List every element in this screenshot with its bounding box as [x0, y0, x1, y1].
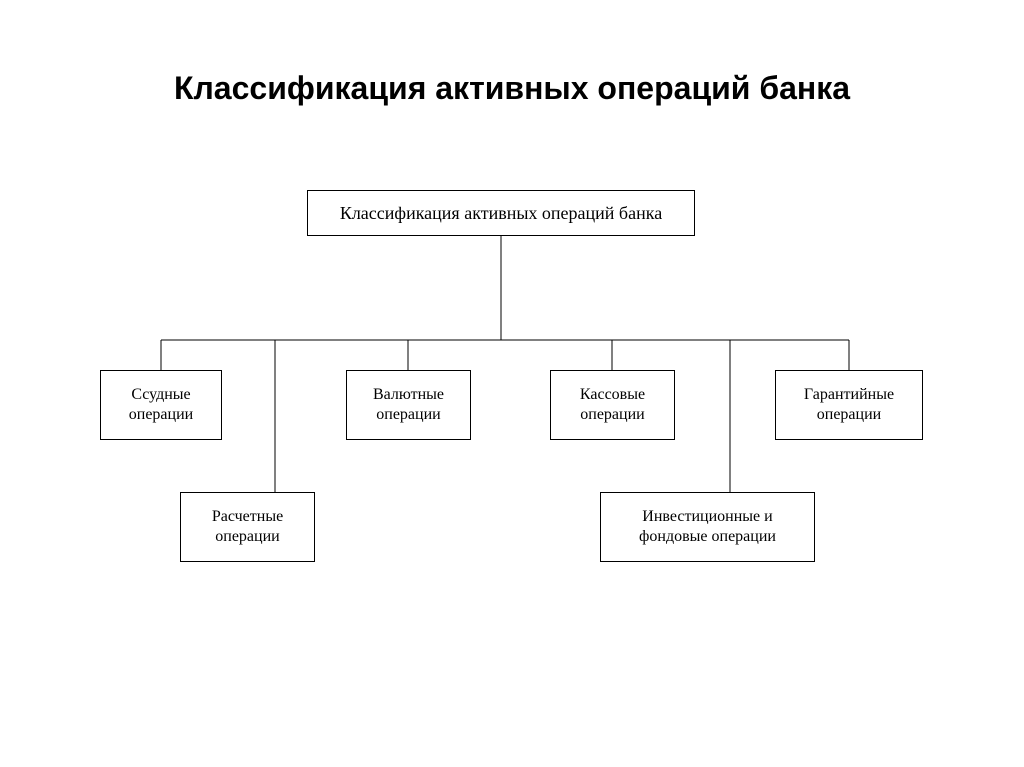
node-root: Классификация активных операций банка — [307, 190, 695, 236]
node-loan: Ссудные операции — [100, 370, 222, 440]
node-settlement: Расчетные операции — [180, 492, 315, 562]
node-invest: Инвестиционные и фондовые операции — [600, 492, 815, 562]
node-cash: Кассовые операции — [550, 370, 675, 440]
node-guarantee: Гарантийные операции — [775, 370, 923, 440]
node-currency: Валютные операции — [346, 370, 471, 440]
